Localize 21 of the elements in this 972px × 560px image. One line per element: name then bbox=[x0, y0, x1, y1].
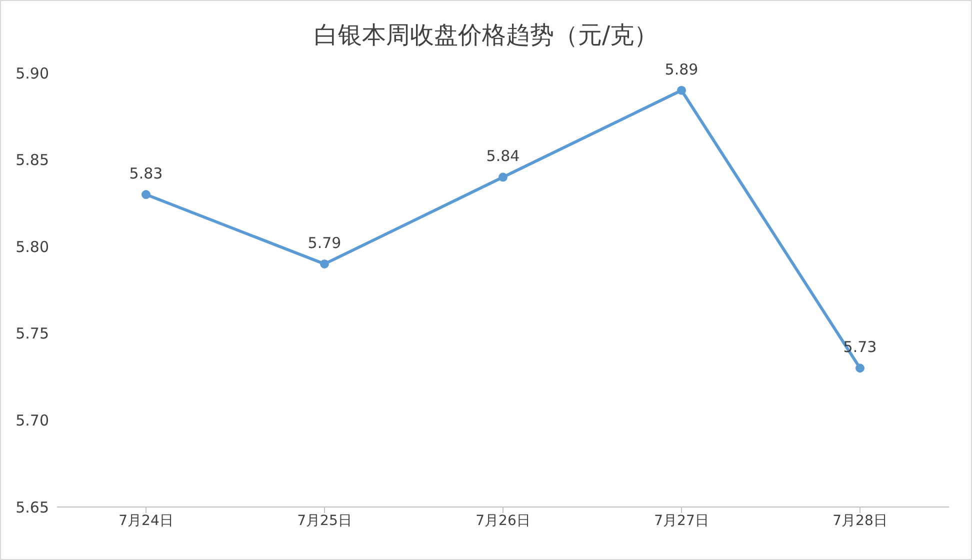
y-tick-label: 5.75 bbox=[16, 324, 49, 343]
x-tick-label: 7月27日 bbox=[654, 512, 709, 529]
y-tick-label: 5.90 bbox=[16, 64, 49, 82]
chart-title: 白银本周收盘价格趋势（元/克） bbox=[312, 20, 660, 51]
x-tick-label: 7月25日 bbox=[297, 512, 352, 529]
y-tick-label: 5.70 bbox=[16, 412, 49, 430]
point bbox=[320, 259, 329, 268]
point bbox=[677, 86, 686, 95]
data-label: 5.84 bbox=[486, 147, 520, 166]
y-tick-label: 5.80 bbox=[16, 238, 49, 256]
data-label: 5.83 bbox=[129, 164, 163, 183]
y-tick-label: 5.65 bbox=[16, 498, 49, 516]
x-tick-label: 7月28日 bbox=[832, 512, 888, 529]
x-tick-label: 7月26日 bbox=[476, 512, 530, 529]
y-tick-label: 5.85 bbox=[16, 151, 49, 170]
point bbox=[142, 190, 150, 200]
data-label: 5.89 bbox=[664, 60, 698, 78]
x-tick-label: 7月24日 bbox=[118, 512, 174, 529]
point bbox=[856, 364, 864, 373]
data-label: 5.79 bbox=[308, 234, 342, 252]
point bbox=[498, 172, 508, 182]
